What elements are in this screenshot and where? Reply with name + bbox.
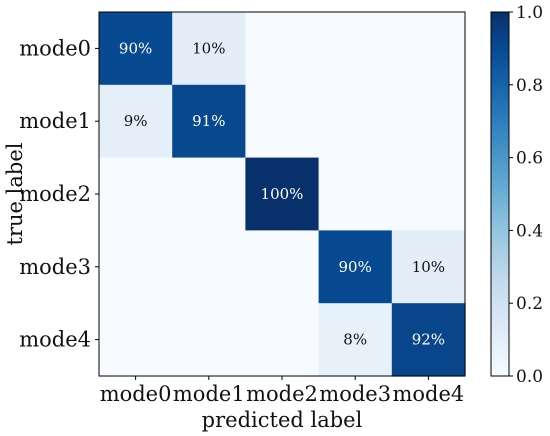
heatmap-cell	[172, 12, 246, 86]
x-tick-label: mode1	[173, 382, 245, 406]
heatmap-cell	[172, 230, 246, 304]
y-tick-label: mode1	[19, 109, 91, 133]
colorbar-tick-label: 1.0	[516, 3, 543, 23]
heatmap-cell	[245, 84, 320, 159]
heatmap-cell	[245, 230, 320, 304]
y-tick-label: mode0	[19, 36, 91, 60]
cell-value-label: 8%	[343, 331, 367, 349]
heatmap-cell	[99, 12, 173, 86]
heatmap-cell	[245, 12, 320, 86]
heatmap-cell	[99, 84, 173, 159]
heatmap-cell	[391, 84, 466, 159]
y-axis-title: true label	[3, 142, 27, 245]
colorbar-tick-label: 0.6	[516, 149, 543, 169]
cell-value-label: 90%	[339, 258, 372, 276]
y-tick-label: mode2	[19, 182, 91, 206]
y-axis: mode0 mode1 mode2 mode3 mode4	[19, 36, 99, 352]
heatmap-cell	[391, 157, 466, 231]
x-axis-title: predicted label	[202, 408, 363, 432]
heatmap-cell	[318, 303, 393, 377]
cell-value-label: 100%	[261, 185, 304, 203]
cell-value-label: 91%	[192, 112, 225, 130]
heatmap-cell	[318, 12, 393, 86]
heatmap-cell	[391, 12, 466, 86]
cell-value-label: 10%	[192, 39, 225, 57]
heatmap-cell	[172, 84, 246, 159]
y-tick-label: mode4	[19, 328, 91, 352]
cell-value-label: 10%	[412, 258, 445, 276]
x-tick-label: mode3	[319, 382, 391, 406]
x-tick-label: mode2	[246, 382, 318, 406]
heatmap-cell	[99, 157, 173, 231]
x-tick-label: mode4	[393, 382, 465, 406]
colorbar-tick-label: 0.0	[516, 367, 543, 387]
y-tick-label: mode3	[19, 255, 91, 279]
colorbar-tick-label: 0.2	[516, 294, 543, 314]
cell-labels: 90% 10% 9% 91% 100% 90% 10% 8% 92%	[119, 39, 445, 348]
heatmap-cells	[99, 12, 466, 377]
cell-value-label: 9%	[124, 112, 148, 130]
x-axis: mode0 mode1 mode2 mode3 mode4	[100, 376, 465, 406]
heatmap-cell	[245, 303, 320, 377]
heatmap-cell	[172, 157, 246, 231]
colorbar	[490, 11, 510, 377]
colorbar-tick-label: 0.4	[516, 221, 543, 241]
x-tick-label: mode0	[100, 382, 172, 406]
cell-value-label: 92%	[412, 331, 445, 349]
cell-value-label: 90%	[119, 39, 152, 57]
heatmap-cell	[318, 84, 393, 159]
colorbar-ticks: 0.0 0.2 0.4 0.6 0.8 1.0	[509, 3, 543, 387]
heatmap-cell	[245, 157, 320, 231]
heatmap-cell	[172, 303, 246, 377]
heatmap-cell	[391, 303, 466, 377]
heatmap-cell	[99, 303, 173, 377]
colorbar-tick-label: 0.8	[516, 76, 543, 96]
heatmap-cell	[318, 157, 393, 231]
heatmap-cell	[318, 230, 393, 304]
heatmap-cell	[391, 230, 466, 304]
heatmap-cell	[99, 230, 173, 304]
